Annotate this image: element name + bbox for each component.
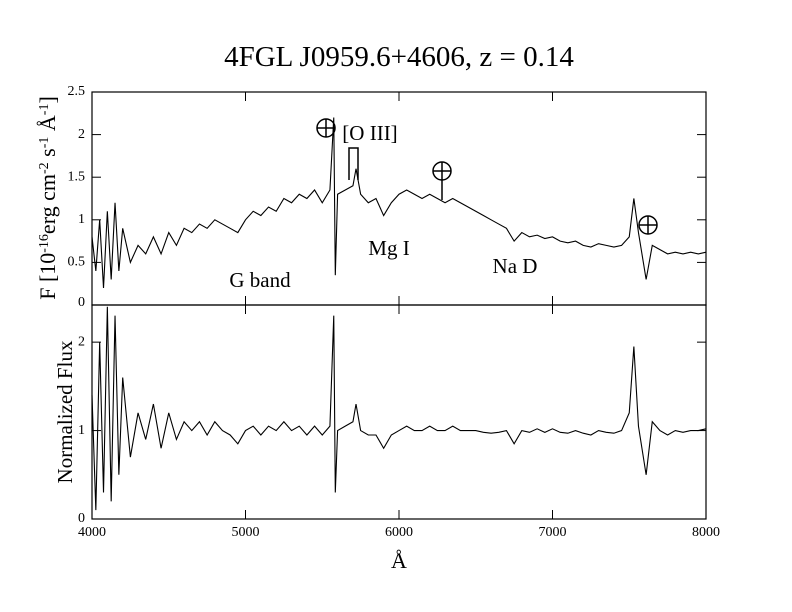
- y-tick-label: 2: [78, 334, 85, 349]
- y-tick-label: 1: [78, 212, 85, 227]
- y-axis-label-part: -16: [37, 234, 52, 253]
- x-tick-label: 6000: [385, 525, 413, 540]
- spectrum-line: [91, 306, 707, 511]
- y-tick-label: 0: [78, 511, 85, 526]
- y-tick-label: 1: [78, 423, 85, 438]
- y-axis-label: Normalized Flux: [53, 340, 77, 483]
- y-axis-label-part: Å: [35, 115, 60, 137]
- x-tick-label: 8000: [692, 525, 720, 540]
- x-tick-label: 5000: [232, 525, 260, 540]
- earth-symbol: [317, 119, 335, 137]
- y-axis-label-part: -2: [37, 162, 52, 174]
- line-bracket: [348, 147, 359, 180]
- x-tick-label: 4000: [78, 525, 106, 540]
- chart-title: 4FGL J0959.6+4606, z = 0.14: [224, 41, 574, 73]
- annotation: Na D: [493, 254, 538, 278]
- y-tick-label: 0.5: [68, 255, 86, 270]
- y-tick-label: 1.5: [68, 169, 86, 184]
- y-axis-label-part: -1: [37, 104, 52, 116]
- y-axis-label-part: erg cm: [35, 174, 60, 234]
- y-axis-label-part: s: [35, 148, 60, 162]
- x-tick-label: 7000: [539, 525, 567, 540]
- y-axis-label-part: -1: [37, 137, 52, 149]
- y-tick-label: 2.5: [68, 84, 86, 99]
- spectrum-line: [91, 117, 707, 288]
- earth-symbol: [639, 216, 657, 234]
- y-axis-label-part: F [10: [35, 253, 60, 300]
- telluric-symbols: [316, 118, 658, 235]
- y-tick-label: 2: [78, 127, 85, 142]
- plot-frame: [91, 304, 707, 520]
- y-axis-label-part: ]: [35, 96, 60, 103]
- y-axis-label: F [10-16erg cm-2 s-1 Å-1]: [35, 96, 60, 300]
- y-tick-label: 0: [78, 295, 85, 310]
- annotation: [O III]: [342, 121, 397, 145]
- x-axis-label: Å: [391, 548, 407, 573]
- annotation: Mg I: [368, 236, 409, 260]
- annotation: G band: [229, 268, 291, 292]
- earth-symbol: [433, 162, 451, 200]
